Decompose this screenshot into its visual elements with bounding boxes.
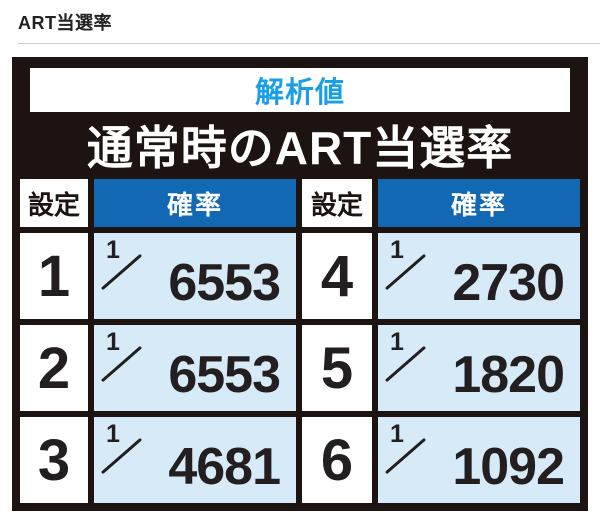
art-rate-panel: 解析値 通常時のART当選率 設定 確率 設定 確率 1 1 6553 4 1 … xyxy=(12,57,588,511)
setting-cell: 5 xyxy=(302,325,372,411)
setting-cell: 2 xyxy=(20,325,88,411)
setting-cell: 6 xyxy=(302,417,372,503)
setting-cell: 4 xyxy=(302,233,372,319)
fraction-denominator: 6553 xyxy=(168,254,281,312)
page-title: ART当選率 xyxy=(18,13,112,33)
header-rate-left: 確率 xyxy=(94,179,296,227)
fraction-denominator: 6553 xyxy=(168,346,281,404)
analysis-badge: 解析値 xyxy=(30,68,570,112)
title-divider xyxy=(18,43,600,44)
fraction-denominator: 1092 xyxy=(452,438,565,496)
fraction-numerator: 1 xyxy=(390,328,404,356)
analysis-badge-label: 解析値 xyxy=(254,77,345,109)
header-rate-right: 確率 xyxy=(378,179,580,227)
fraction-denominator: 4681 xyxy=(168,438,281,496)
probability-cell: 1 4681 xyxy=(94,417,296,503)
fraction-numerator: 1 xyxy=(106,236,120,264)
panel-title: 通常時のART当選率 xyxy=(86,122,514,174)
probability-cell: 1 6553 xyxy=(94,325,296,411)
probability-cell: 1 1092 xyxy=(378,417,580,503)
probability-cell: 1 6553 xyxy=(94,233,296,319)
setting-cell: 1 xyxy=(20,233,88,319)
header-setting-left: 設定 xyxy=(20,179,88,227)
probability-cell: 1 1820 xyxy=(378,325,580,411)
rate-table: 設定 確率 設定 確率 1 1 6553 4 1 2730 2 1 6553 xyxy=(20,179,580,503)
fraction-denominator: 2730 xyxy=(452,254,565,312)
fraction-numerator: 1 xyxy=(106,328,120,356)
fraction-numerator: 1 xyxy=(390,236,404,264)
fraction-denominator: 1820 xyxy=(452,346,565,404)
header-setting-right: 設定 xyxy=(302,179,372,227)
fraction-numerator: 1 xyxy=(390,420,404,448)
fraction-numerator: 1 xyxy=(106,420,120,448)
probability-cell: 1 2730 xyxy=(378,233,580,319)
page-header: ART当選率 xyxy=(0,0,600,44)
setting-cell: 3 xyxy=(20,417,88,503)
